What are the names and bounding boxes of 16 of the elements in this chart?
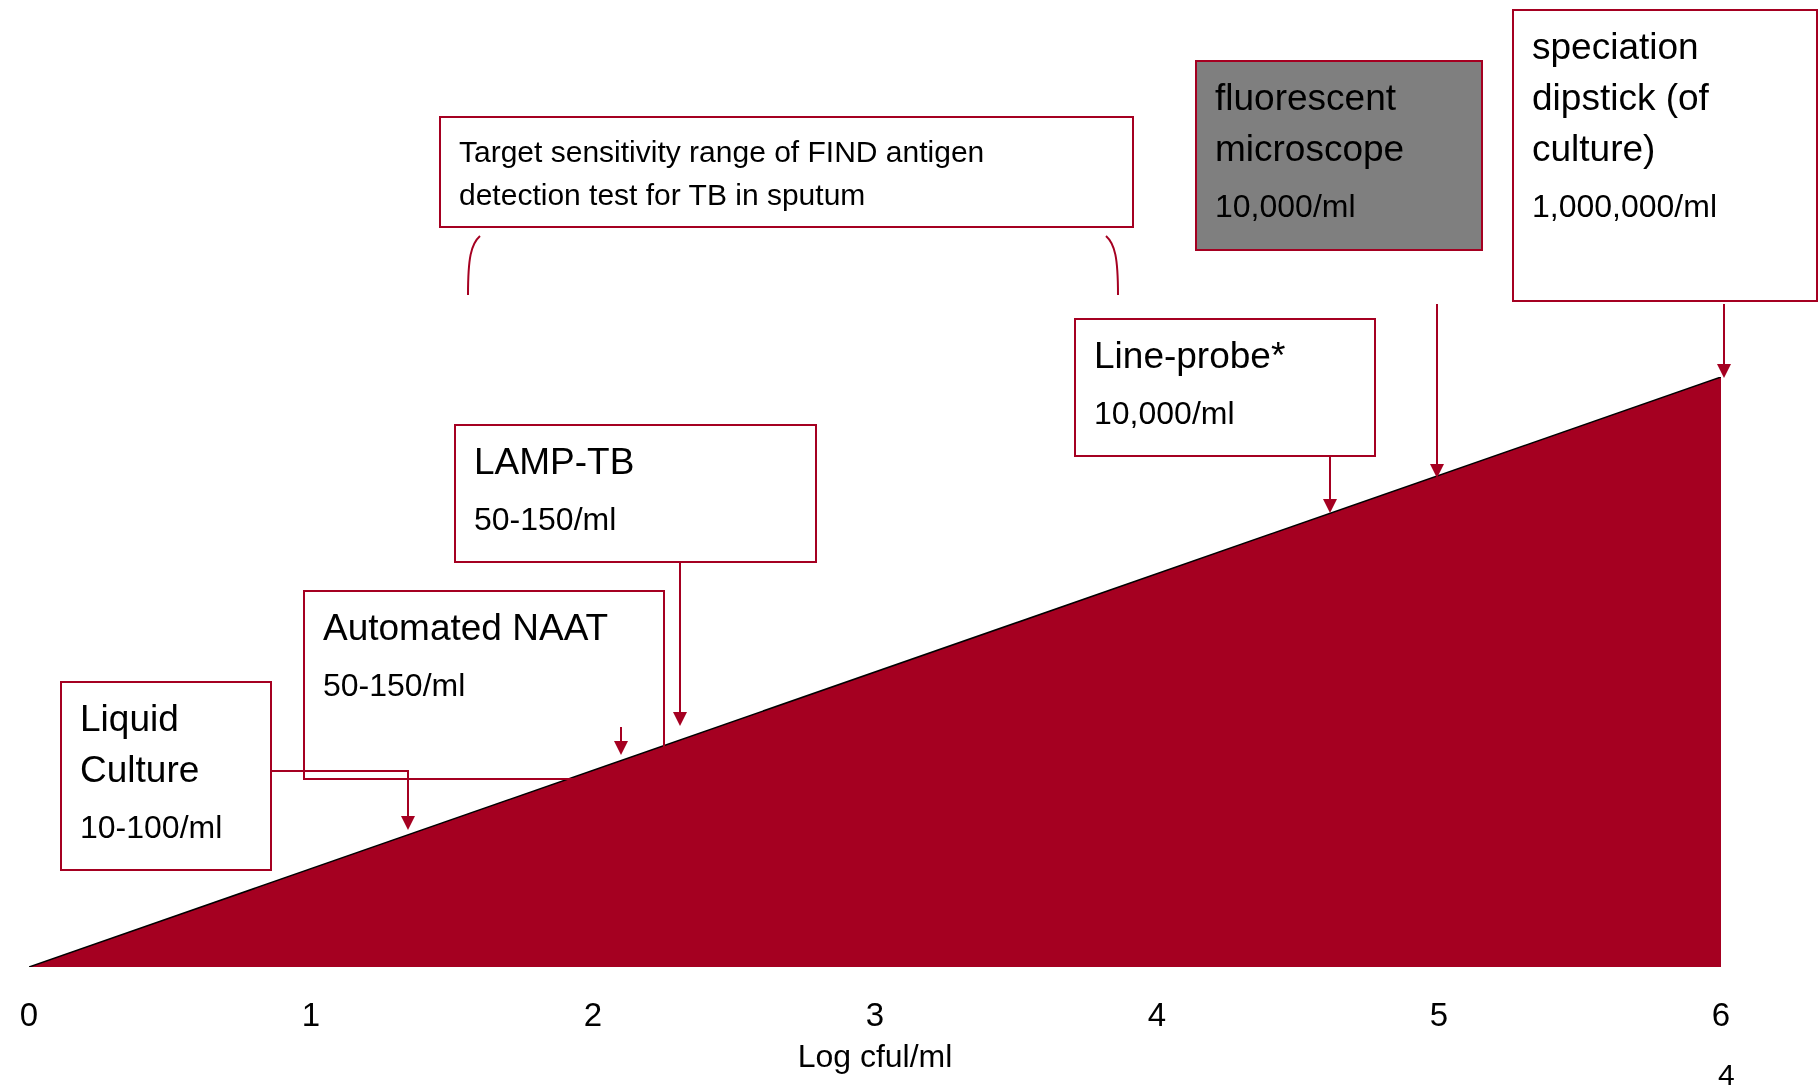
- x-tick-label: 4: [1147, 996, 1167, 1034]
- annotation: LAMP-TB 50-150/ml: [474, 440, 636, 538]
- text: Target sensitivity range of FIND antigen detection test for TB in sputum: [439, 116, 1134, 228]
- x-tick-label: 3: [865, 996, 885, 1034]
- text: 4: [1718, 1058, 1735, 1092]
- text: speciation dipstick (of culture) 1,000,000/ml: [1532, 25, 1718, 225]
- annotation: Liquid Culture 10-100/ml: [80, 697, 224, 846]
- x-tick-label: 1: [301, 996, 321, 1034]
- x-tick-label: 6: [1711, 996, 1731, 1034]
- x-tick-label: 5: [1429, 996, 1449, 1034]
- x-tick-label: 0: [19, 996, 39, 1034]
- text: fluorescent microscope 10,000/ml: [1215, 76, 1406, 225]
- x-axis-title: Log cful/ml: [797, 1038, 953, 1074]
- annotation: Line-probe* 10,000/ml: [1094, 334, 1287, 432]
- x-tick-label: 2: [583, 996, 603, 1034]
- annotation: Automated NAAT 50-150/ml: [323, 606, 610, 704]
